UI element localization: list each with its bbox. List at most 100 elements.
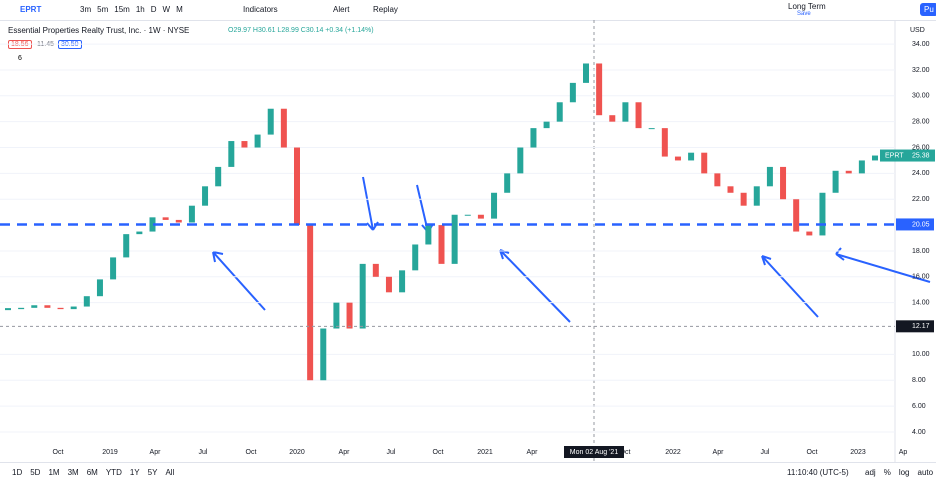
range[interactable]: 1Y bbox=[129, 468, 140, 477]
interval[interactable]: D bbox=[150, 5, 157, 14]
alert[interactable]: Alert bbox=[333, 5, 350, 14]
candle bbox=[412, 244, 419, 271]
y-tick-label: 28.00 bbox=[912, 119, 930, 126]
y-tick-label: 22.00 bbox=[912, 196, 930, 203]
x-tick-label: Apr bbox=[150, 449, 162, 456]
candle bbox=[31, 305, 38, 308]
legend-title: Essential Properties Realty Trust, Inc. … bbox=[8, 26, 190, 35]
candle bbox=[661, 128, 668, 157]
candle bbox=[740, 192, 747, 206]
x-tick-label: Apr bbox=[713, 449, 725, 456]
candle bbox=[858, 160, 865, 174]
chart: USD 4.00 6.00 8.00 10.00 14.00 16.00 18.00 22.0… bbox=[0, 20, 935, 462]
candle bbox=[320, 328, 327, 381]
candle bbox=[491, 192, 498, 219]
option[interactable]: log bbox=[898, 468, 910, 477]
range[interactable]: All bbox=[165, 468, 175, 477]
y-tick-label: 34.00 bbox=[912, 41, 930, 48]
candle bbox=[727, 186, 734, 193]
candle bbox=[622, 102, 629, 122]
candle bbox=[162, 217, 169, 220]
candle bbox=[714, 173, 721, 187]
candle bbox=[504, 173, 511, 193]
x-tick-label: Oct bbox=[433, 449, 444, 456]
candle bbox=[385, 276, 392, 293]
publish[interactable]: Pu bbox=[920, 3, 936, 16]
candle bbox=[438, 225, 445, 264]
candle bbox=[688, 152, 695, 161]
save[interactable]: Save bbox=[797, 11, 811, 17]
candle bbox=[701, 152, 708, 174]
candle bbox=[70, 306, 77, 310]
range[interactable]: 1M bbox=[48, 468, 60, 477]
interval[interactable]: M bbox=[176, 5, 183, 14]
candle bbox=[294, 147, 300, 226]
y-tick-label: 16.00 bbox=[912, 274, 930, 281]
x-tick-label: 2020 bbox=[289, 449, 305, 456]
candle bbox=[596, 63, 603, 116]
candle bbox=[819, 192, 826, 236]
symbol[interactable]: EPRT bbox=[20, 5, 42, 14]
candle bbox=[110, 257, 117, 280]
x-tick-label: Apr bbox=[527, 449, 539, 456]
symbol-tag: EPRT bbox=[885, 152, 904, 159]
y-tick-label: 18.00 bbox=[912, 248, 930, 255]
interval[interactable]: 3m bbox=[80, 5, 92, 14]
interval[interactable]: 1h bbox=[135, 5, 145, 14]
candle bbox=[96, 279, 103, 297]
range[interactable]: YTD bbox=[105, 468, 122, 477]
x-tick-label: 2023 bbox=[850, 449, 866, 456]
indicators[interactable]: Indicators bbox=[243, 5, 278, 14]
interval[interactable]: 15m bbox=[114, 5, 130, 14]
candle bbox=[464, 214, 471, 216]
candle bbox=[556, 102, 563, 122]
interval[interactable]: W bbox=[162, 5, 171, 14]
candle bbox=[569, 82, 576, 103]
range[interactable]: 1D bbox=[12, 468, 23, 477]
level-label: 20.05 bbox=[912, 221, 930, 228]
intervals: 3m 5m 15m 1h D W M bbox=[80, 5, 189, 14]
indicator-count: 6 bbox=[18, 55, 22, 62]
replay[interactable]: Replay bbox=[373, 5, 398, 14]
range[interactable]: 5Y bbox=[147, 468, 158, 477]
interval[interactable]: 5m bbox=[97, 5, 109, 14]
y-tick-label: 32.00 bbox=[912, 67, 930, 74]
candle bbox=[359, 263, 366, 329]
last-tag bbox=[880, 149, 935, 162]
clock: 11:10:40 (UTC-5) bbox=[787, 468, 849, 477]
x-tick-label: Oct bbox=[53, 449, 64, 456]
candle bbox=[149, 217, 156, 232]
candle bbox=[307, 225, 314, 381]
x-tick-label: Ap bbox=[899, 449, 908, 456]
last-label: 25.38 bbox=[912, 152, 930, 159]
x-tick-label: Oct bbox=[246, 449, 257, 456]
candle bbox=[136, 231, 143, 235]
range[interactable]: 3M bbox=[67, 468, 79, 477]
candle bbox=[267, 108, 274, 135]
candle bbox=[241, 141, 248, 148]
candle bbox=[188, 205, 195, 223]
candle bbox=[83, 296, 90, 307]
candle bbox=[18, 307, 25, 310]
candle bbox=[872, 155, 878, 161]
layout-name[interactable]: Long Term bbox=[788, 2, 826, 11]
candle bbox=[228, 141, 235, 167]
crosshair-tag bbox=[896, 320, 934, 333]
candle bbox=[215, 166, 222, 187]
candle bbox=[202, 186, 209, 206]
candle bbox=[346, 302, 353, 329]
currency: USD bbox=[910, 27, 925, 34]
range[interactable]: 6M bbox=[86, 468, 98, 477]
option[interactable]: auto bbox=[917, 468, 934, 477]
candle bbox=[753, 186, 760, 206]
option[interactable]: adj bbox=[865, 468, 876, 477]
candle bbox=[254, 134, 261, 148]
y-tick-label: 8.00 bbox=[912, 377, 926, 384]
candle bbox=[635, 102, 642, 129]
toolbar: EPRT 3m 5m 15m 1h D W M Indicators Alert Repla… bbox=[0, 0, 936, 21]
option[interactable]: % bbox=[883, 468, 891, 477]
candle bbox=[333, 302, 340, 329]
ranges: 1D 5D 1M 3M 6M YTD 1Y 5Y All bbox=[12, 468, 182, 477]
range[interactable]: 5D bbox=[30, 468, 41, 477]
candle bbox=[648, 128, 655, 130]
